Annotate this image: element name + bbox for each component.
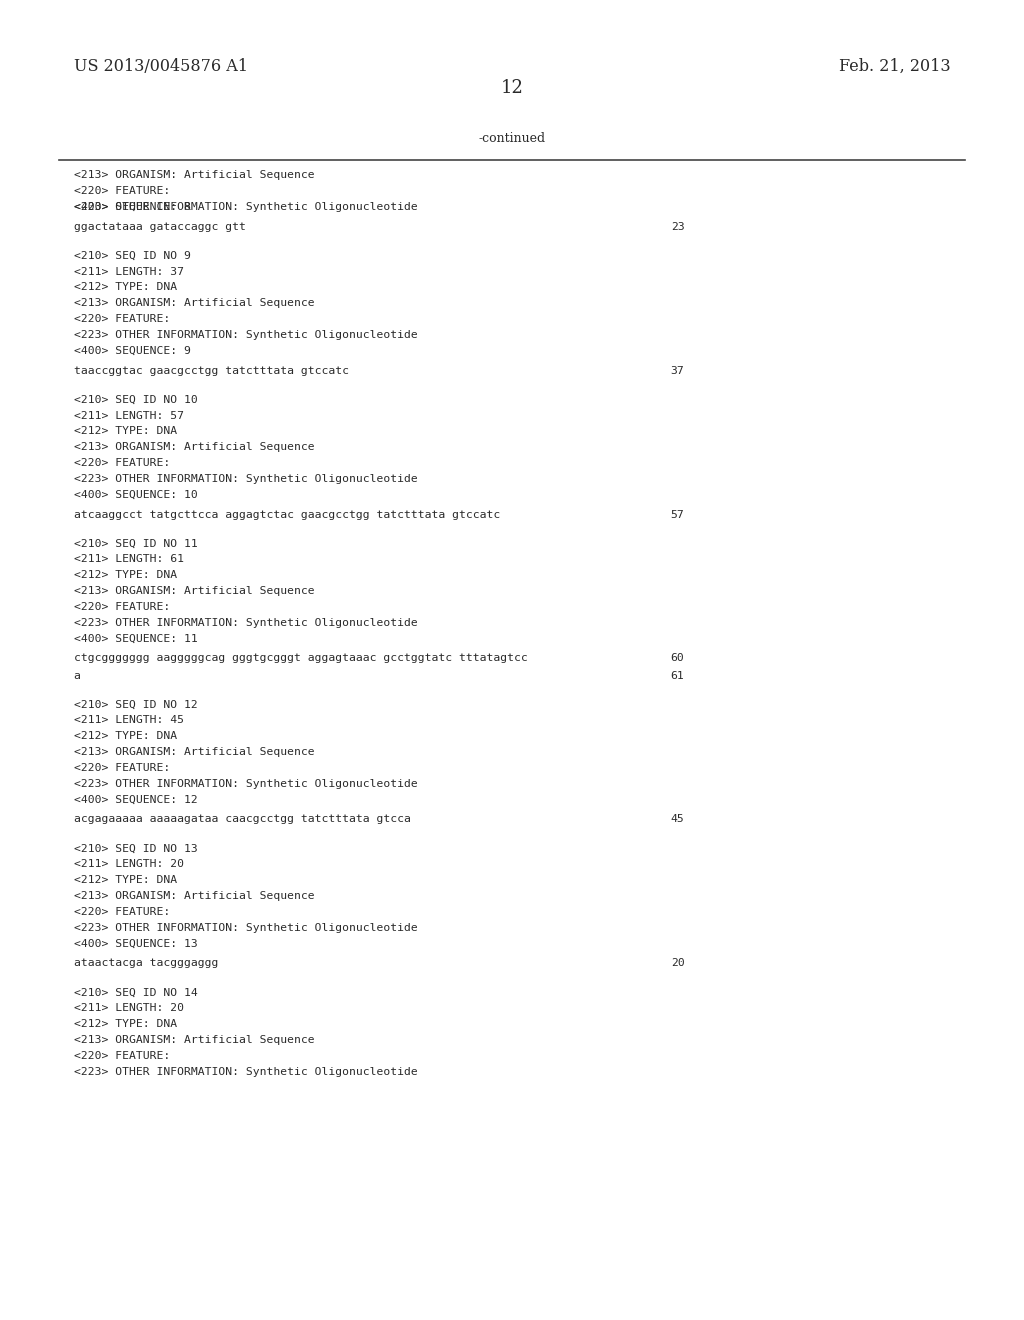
Text: <213> ORGANISM: Artificial Sequence: <213> ORGANISM: Artificial Sequence xyxy=(74,298,314,309)
Text: US 2013/0045876 A1: US 2013/0045876 A1 xyxy=(74,58,248,75)
Text: <210> SEQ ID NO 14: <210> SEQ ID NO 14 xyxy=(74,987,198,998)
Text: 60: 60 xyxy=(671,653,684,664)
Text: <223> OTHER INFORMATION: Synthetic Oligonucleotide: <223> OTHER INFORMATION: Synthetic Oligo… xyxy=(74,1067,418,1077)
Text: <220> FEATURE:: <220> FEATURE: xyxy=(74,602,170,612)
Text: <212> TYPE: DNA: <212> TYPE: DNA xyxy=(74,282,177,293)
Text: acgagaaaaa aaaaagataa caacgcctgg tatctttata gtcca: acgagaaaaa aaaaagataa caacgcctgg tatcttt… xyxy=(74,814,411,825)
Text: <211> LENGTH: 37: <211> LENGTH: 37 xyxy=(74,267,183,277)
Text: <223> OTHER INFORMATION: Synthetic Oligonucleotide: <223> OTHER INFORMATION: Synthetic Oligo… xyxy=(74,923,418,933)
Text: <213> ORGANISM: Artificial Sequence: <213> ORGANISM: Artificial Sequence xyxy=(74,1035,314,1045)
Text: <223> OTHER INFORMATION: Synthetic Oligonucleotide: <223> OTHER INFORMATION: Synthetic Oligo… xyxy=(74,202,418,213)
Text: <212> TYPE: DNA: <212> TYPE: DNA xyxy=(74,731,177,742)
Text: Feb. 21, 2013: Feb. 21, 2013 xyxy=(839,58,950,75)
Text: <212> TYPE: DNA: <212> TYPE: DNA xyxy=(74,570,177,581)
Text: <211> LENGTH: 57: <211> LENGTH: 57 xyxy=(74,411,183,421)
Text: <400> SEQUENCE: 8: <400> SEQUENCE: 8 xyxy=(74,202,190,213)
Text: <213> ORGANISM: Artificial Sequence: <213> ORGANISM: Artificial Sequence xyxy=(74,170,314,181)
Text: 61: 61 xyxy=(671,671,684,681)
Text: <212> TYPE: DNA: <212> TYPE: DNA xyxy=(74,875,177,886)
Text: <210> SEQ ID NO 9: <210> SEQ ID NO 9 xyxy=(74,251,190,261)
Text: <213> ORGANISM: Artificial Sequence: <213> ORGANISM: Artificial Sequence xyxy=(74,747,314,758)
Text: <223> OTHER INFORMATION: Synthetic Oligonucleotide: <223> OTHER INFORMATION: Synthetic Oligo… xyxy=(74,474,418,484)
Text: <400> SEQUENCE: 12: <400> SEQUENCE: 12 xyxy=(74,795,198,805)
Text: <220> FEATURE:: <220> FEATURE: xyxy=(74,186,170,197)
Text: <213> ORGANISM: Artificial Sequence: <213> ORGANISM: Artificial Sequence xyxy=(74,891,314,902)
Text: <211> LENGTH: 20: <211> LENGTH: 20 xyxy=(74,859,183,870)
Text: <400> SEQUENCE: 10: <400> SEQUENCE: 10 xyxy=(74,490,198,500)
Text: <210> SEQ ID NO 12: <210> SEQ ID NO 12 xyxy=(74,700,198,710)
Text: a: a xyxy=(74,671,81,681)
Text: <213> ORGANISM: Artificial Sequence: <213> ORGANISM: Artificial Sequence xyxy=(74,586,314,597)
Text: <212> TYPE: DNA: <212> TYPE: DNA xyxy=(74,1019,177,1030)
Text: <400> SEQUENCE: 9: <400> SEQUENCE: 9 xyxy=(74,346,190,356)
Text: <220> FEATURE:: <220> FEATURE: xyxy=(74,907,170,917)
Text: ctgcggggggg aagggggcag gggtgcgggt aggagtaaac gcctggtatc tttatagtcc: ctgcggggggg aagggggcag gggtgcgggt aggagt… xyxy=(74,653,527,664)
Text: <223> OTHER INFORMATION: Synthetic Oligonucleotide: <223> OTHER INFORMATION: Synthetic Oligo… xyxy=(74,330,418,341)
Text: <223> OTHER INFORMATION: Synthetic Oligonucleotide: <223> OTHER INFORMATION: Synthetic Oligo… xyxy=(74,618,418,628)
Text: <220> FEATURE:: <220> FEATURE: xyxy=(74,1051,170,1061)
Text: <213> ORGANISM: Artificial Sequence: <213> ORGANISM: Artificial Sequence xyxy=(74,442,314,453)
Text: <400> SEQUENCE: 11: <400> SEQUENCE: 11 xyxy=(74,634,198,644)
Text: <220> FEATURE:: <220> FEATURE: xyxy=(74,314,170,325)
Text: <220> FEATURE:: <220> FEATURE: xyxy=(74,763,170,774)
Text: <211> LENGTH: 45: <211> LENGTH: 45 xyxy=(74,715,183,726)
Text: <211> LENGTH: 61: <211> LENGTH: 61 xyxy=(74,554,183,565)
Text: ataactacga tacgggaggg: ataactacga tacgggaggg xyxy=(74,958,218,969)
Text: <210> SEQ ID NO 11: <210> SEQ ID NO 11 xyxy=(74,539,198,549)
Text: 23: 23 xyxy=(671,222,684,232)
Text: taaccggtac gaacgcctgg tatctttata gtccatc: taaccggtac gaacgcctgg tatctttata gtccatc xyxy=(74,366,349,376)
Text: ggactataaa gataccaggc gtt: ggactataaa gataccaggc gtt xyxy=(74,222,246,232)
Text: <210> SEQ ID NO 10: <210> SEQ ID NO 10 xyxy=(74,395,198,405)
Text: <210> SEQ ID NO 13: <210> SEQ ID NO 13 xyxy=(74,843,198,854)
Text: <400> SEQUENCE: 13: <400> SEQUENCE: 13 xyxy=(74,939,198,949)
Text: 57: 57 xyxy=(671,510,684,520)
Text: 45: 45 xyxy=(671,814,684,825)
Text: <211> LENGTH: 20: <211> LENGTH: 20 xyxy=(74,1003,183,1014)
Text: -continued: -continued xyxy=(478,132,546,145)
Text: atcaaggcct tatgcttcca aggagtctac gaacgcctgg tatctttata gtccatc: atcaaggcct tatgcttcca aggagtctac gaacgcc… xyxy=(74,510,500,520)
Text: 12: 12 xyxy=(501,79,523,98)
Text: 37: 37 xyxy=(671,366,684,376)
Text: <220> FEATURE:: <220> FEATURE: xyxy=(74,458,170,469)
Text: 20: 20 xyxy=(671,958,684,969)
Text: <223> OTHER INFORMATION: Synthetic Oligonucleotide: <223> OTHER INFORMATION: Synthetic Oligo… xyxy=(74,779,418,789)
Text: <212> TYPE: DNA: <212> TYPE: DNA xyxy=(74,426,177,437)
